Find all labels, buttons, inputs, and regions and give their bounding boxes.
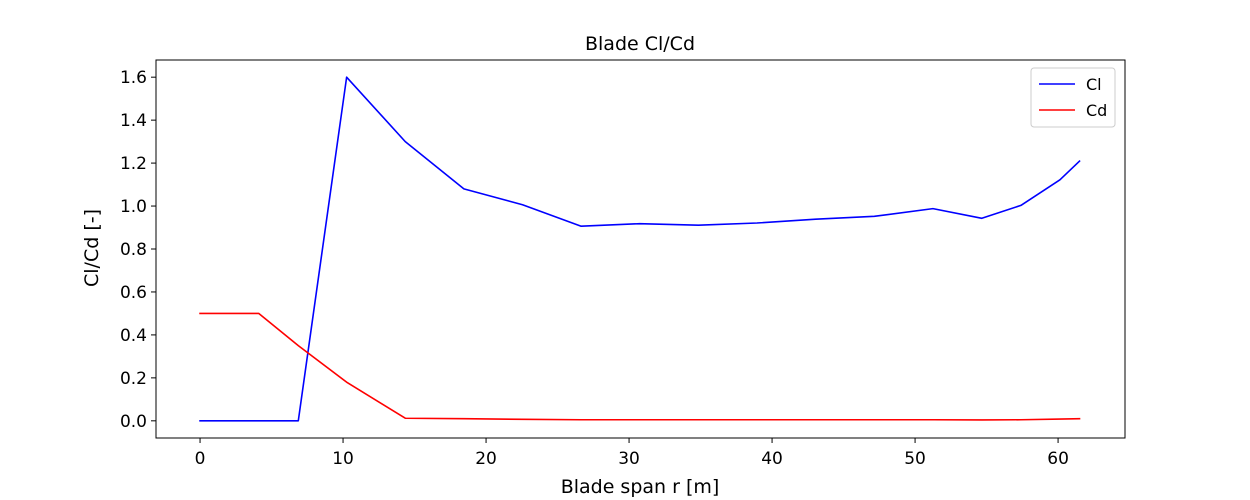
y-tick-label: 1.4 [120, 111, 147, 131]
legend-label-cl: Cl [1086, 75, 1102, 94]
y-tick-label: 0.4 [120, 326, 147, 346]
series-line-cl [199, 76, 1081, 422]
legend: Cl Cd [1030, 67, 1116, 128]
y-tick-label: 0.6 [120, 283, 147, 303]
y-tick-label: 0.0 [120, 412, 147, 432]
x-tick-label: 10 [332, 449, 354, 469]
x-tick-label: 50 [904, 449, 926, 469]
plot-area: 0 10 20 30 40 50 60 0.0 0.2 0.4 0.6 0.8 1.0 1.2 1.4 1.6 [120, 59, 1126, 469]
chart-title: Blade Cl/Cd [585, 33, 695, 55]
x-tick-label: 60 [1047, 449, 1069, 469]
y-tick-label: 0.8 [120, 240, 147, 260]
x-tick-label: 30 [618, 449, 640, 469]
legend-box [1030, 67, 1116, 128]
y-tick-label: 1.6 [120, 68, 147, 88]
x-tick-label: 20 [475, 449, 497, 469]
y-tick-label: 1.2 [120, 154, 147, 174]
legend-label-cd: Cd [1086, 101, 1107, 120]
x-tick-label: 0 [195, 449, 206, 469]
x-tick-label: 40 [761, 449, 783, 469]
x-axis-label: Blade span r [m] [561, 476, 720, 498]
y-axis-label: Cl/Cd [-] [81, 209, 103, 287]
y-tick-label: 0.2 [120, 369, 147, 389]
y-tick-label: 1.0 [120, 197, 147, 217]
series-line-cd [199, 312, 1081, 421]
